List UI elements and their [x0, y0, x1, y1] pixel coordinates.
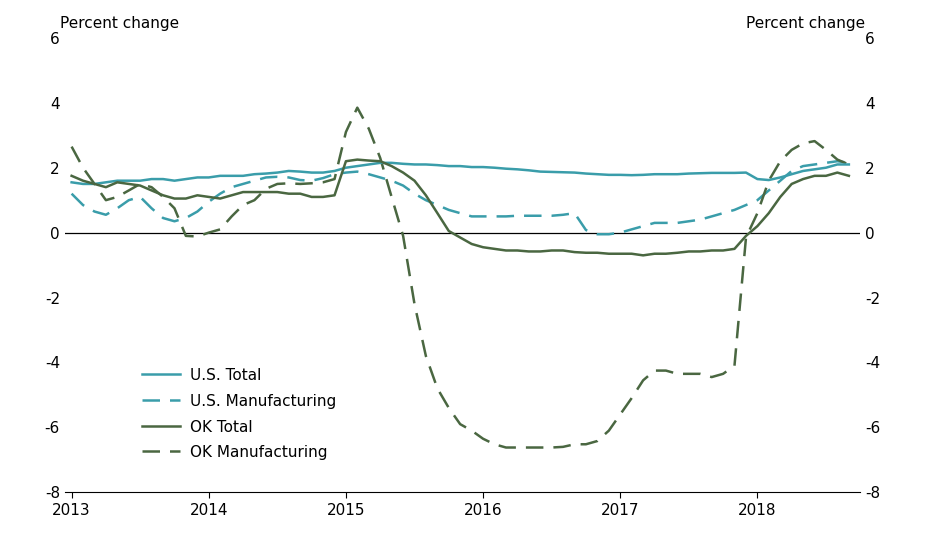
OK Total [352, 156, 363, 163]
OK Manufacturing [535, 444, 546, 451]
U.S. Total [535, 168, 546, 175]
OK Total [637, 252, 648, 259]
U.S. Total [684, 170, 695, 177]
U.S. Manufacturing [832, 158, 843, 164]
U.S. Manufacturing [66, 190, 77, 197]
Text: Percent change: Percent change [60, 16, 179, 31]
U.S. Total [204, 174, 215, 181]
OK Total [684, 248, 695, 255]
U.S. Total [832, 161, 843, 168]
OK Manufacturing [123, 187, 134, 194]
Line: U.S. Manufacturing: U.S. Manufacturing [71, 161, 849, 234]
OK Total [66, 173, 77, 179]
U.S. Total [844, 161, 855, 168]
U.S. Manufacturing [123, 197, 134, 203]
OK Manufacturing [215, 226, 226, 233]
OK Manufacturing [191, 233, 203, 240]
OK Total [215, 195, 226, 202]
OK Manufacturing [66, 143, 77, 150]
OK Total [524, 248, 535, 255]
OK Manufacturing [844, 161, 855, 168]
OK Manufacturing [684, 371, 695, 377]
OK Manufacturing [500, 444, 512, 451]
U.S. Manufacturing [215, 190, 226, 197]
Line: OK Total: OK Total [71, 160, 849, 255]
U.S. Manufacturing [592, 231, 603, 237]
OK Manufacturing [352, 104, 363, 111]
Line: OK Manufacturing: OK Manufacturing [71, 108, 849, 447]
U.S. Total [66, 179, 77, 186]
Text: Percent change: Percent change [746, 16, 865, 31]
U.S. Total [78, 181, 89, 187]
OK Total [844, 173, 855, 179]
U.S. Manufacturing [672, 220, 683, 226]
Legend: U.S. Total, U.S. Manufacturing, OK Total, OK Manufacturing: U.S. Total, U.S. Manufacturing, OK Total… [136, 362, 342, 466]
OK Manufacturing [832, 156, 843, 163]
U.S. Manufacturing [512, 213, 523, 219]
Line: U.S. Total: U.S. Total [71, 163, 849, 184]
OK Total [832, 169, 843, 176]
U.S. Total [226, 173, 237, 179]
U.S. Manufacturing [191, 208, 203, 215]
U.S. Total [135, 177, 146, 184]
U.S. Total [375, 160, 386, 166]
U.S. Manufacturing [820, 160, 832, 166]
OK Total [191, 192, 203, 199]
OK Total [123, 181, 134, 187]
U.S. Manufacturing [844, 160, 855, 166]
